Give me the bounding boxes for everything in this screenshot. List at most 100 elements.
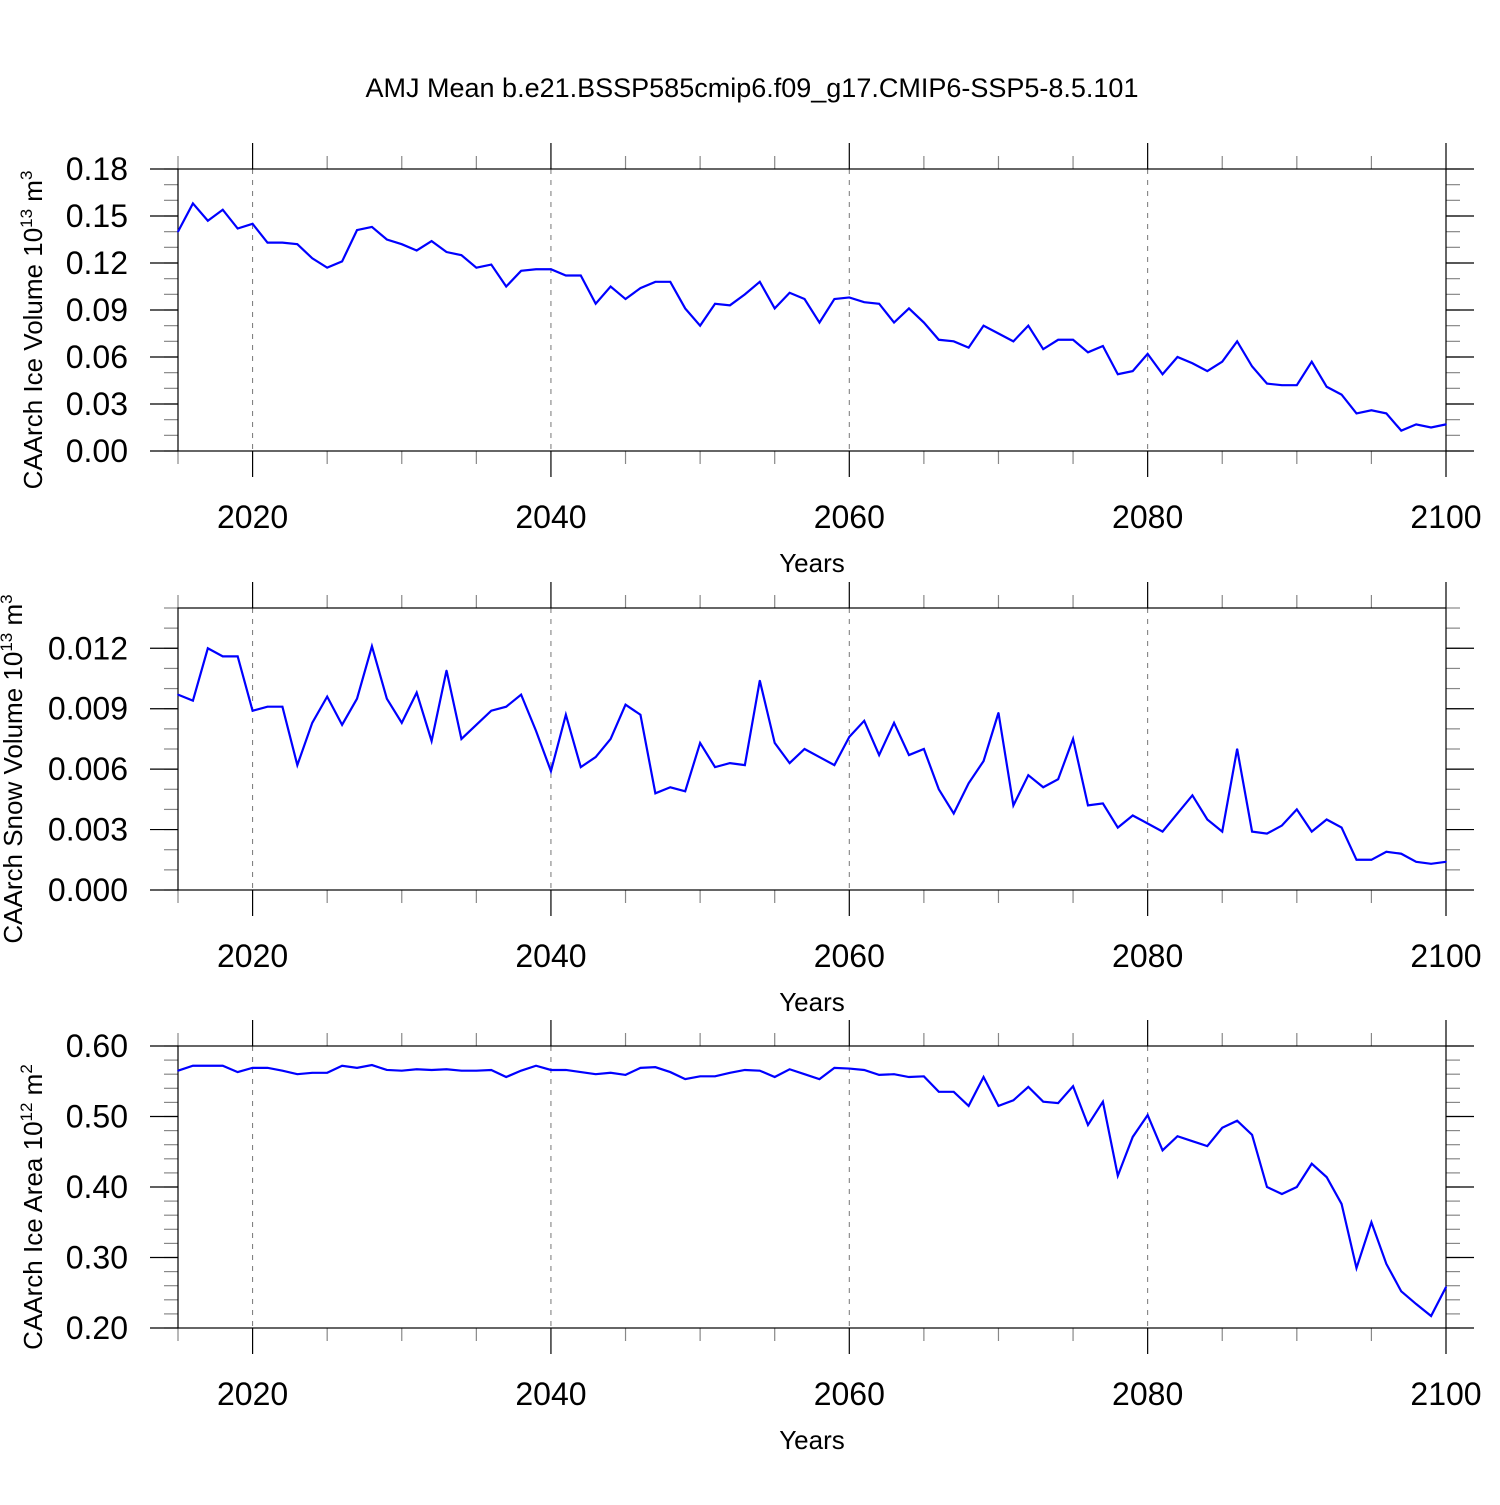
data-point-2100 xyxy=(1445,861,1447,863)
data-point-2060 xyxy=(848,736,851,738)
data-point-2063 xyxy=(893,1073,895,1075)
data-point-2096 xyxy=(1385,412,1388,415)
data-point-2034 xyxy=(460,738,463,740)
data-point-2078 xyxy=(1117,826,1119,829)
y-tick-label: 0.12 xyxy=(66,245,128,281)
data-point-2027 xyxy=(356,1067,358,1069)
data-point-2050 xyxy=(699,324,701,327)
data-point-2016 xyxy=(192,1064,194,1067)
data-point-2017 xyxy=(207,219,209,222)
y-axis-label-unit_exp: 3 xyxy=(0,594,16,603)
data-point-2045 xyxy=(624,1074,627,1076)
data-point-2027 xyxy=(356,697,358,700)
data-point-2037 xyxy=(505,705,507,708)
data-point-2043 xyxy=(594,1073,597,1075)
data-point-2021 xyxy=(266,705,269,708)
data-point-2047 xyxy=(654,792,657,795)
data-point-2023 xyxy=(296,764,299,766)
data-point-2018 xyxy=(221,1064,224,1067)
data-point-2017 xyxy=(207,1064,209,1067)
y-axis-label-unit_exp: 3 xyxy=(17,171,36,180)
data-point-2030 xyxy=(400,243,403,245)
data-point-2039 xyxy=(535,730,537,732)
data-point-2066 xyxy=(938,1091,940,1093)
data-point-2029 xyxy=(386,1069,388,1071)
chart-title: AMJ Mean b.e21.BSSP585cmip6.f09_g17.CMIP… xyxy=(366,73,1139,103)
data-point-2073 xyxy=(1042,1100,1045,1103)
data-point-2094 xyxy=(1355,858,1358,861)
y-tick-label: 0.006 xyxy=(48,751,128,787)
data-point-2015 xyxy=(177,693,179,696)
data-point-2021 xyxy=(266,1067,269,1069)
plot-frame xyxy=(177,607,1447,891)
data-point-2038 xyxy=(520,270,522,272)
data-point-2058 xyxy=(818,1078,821,1080)
data-point-2071 xyxy=(1012,1099,1015,1102)
data-point-2043 xyxy=(594,756,597,758)
x-tick-label: 2080 xyxy=(1112,938,1183,974)
data-point-2099 xyxy=(1430,1315,1432,1317)
data-point-2063 xyxy=(893,722,895,724)
data-point-2065 xyxy=(923,321,925,324)
data-point-2034 xyxy=(460,254,463,256)
data-point-2082 xyxy=(1176,356,1179,358)
data-point-2022 xyxy=(281,241,284,244)
y-tick-label: 0.00 xyxy=(66,433,128,469)
data-point-2074 xyxy=(1057,1102,1059,1104)
x-tick-label: 2040 xyxy=(515,499,586,535)
data-point-2026 xyxy=(341,1064,343,1067)
data-point-2092 xyxy=(1325,1176,1328,1178)
y-tick-label: 0.000 xyxy=(48,872,128,908)
data-point-2087 xyxy=(1251,830,1253,833)
data-point-2034 xyxy=(460,1069,463,1072)
data-point-2069 xyxy=(982,1076,985,1078)
data-point-2091 xyxy=(1310,360,1313,363)
data-point-2063 xyxy=(893,321,895,324)
data-point-2056 xyxy=(788,291,791,294)
data-point-2093 xyxy=(1340,393,1343,396)
data-point-2029 xyxy=(386,238,388,241)
x-tick-label: 2080 xyxy=(1112,1376,1183,1412)
data-point-2088 xyxy=(1266,1186,1268,1188)
data-point-2071 xyxy=(1012,804,1015,807)
data-point-2038 xyxy=(520,693,522,696)
data-point-2056 xyxy=(788,762,791,764)
y-tick-label: 0.20 xyxy=(66,1310,128,1346)
data-point-2085 xyxy=(1221,1126,1224,1129)
data-point-2044 xyxy=(609,738,612,740)
data-point-2099 xyxy=(1430,863,1432,865)
data-point-2023 xyxy=(296,1073,299,1075)
data-point-2033 xyxy=(445,1068,448,1071)
x-tick-label: 2060 xyxy=(814,938,885,974)
data-point-2077 xyxy=(1102,345,1104,347)
data-point-2044 xyxy=(609,285,612,288)
data-point-2087 xyxy=(1251,365,1253,368)
data-point-2092 xyxy=(1325,818,1328,821)
data-point-2053 xyxy=(744,293,746,296)
data-point-2083 xyxy=(1191,794,1194,797)
data-point-2090 xyxy=(1296,808,1298,811)
panel-3: 2020 2040 2060 2080 2100 0.20 0.30 0.40 0.50 0.60… xyxy=(17,1020,1482,1455)
data-point-2036 xyxy=(490,1069,493,1071)
y-axis-label: CAArch Ice Volume 1013 m3 xyxy=(17,171,48,490)
x-tick-label: 2040 xyxy=(515,1376,586,1412)
data-point-2020 xyxy=(251,223,254,225)
data-point-2094 xyxy=(1355,1267,1358,1269)
data-point-2065 xyxy=(923,748,925,750)
data-point-2016 xyxy=(192,202,194,205)
data-point-2067 xyxy=(952,1091,955,1093)
x-tick-label: 2020 xyxy=(217,938,288,974)
data-point-2075 xyxy=(1072,1085,1074,1087)
data-point-2035 xyxy=(475,724,478,726)
data-point-2076 xyxy=(1087,1124,1089,1126)
data-point-2083 xyxy=(1191,362,1194,365)
data-point-2047 xyxy=(654,281,657,283)
data-point-2028 xyxy=(371,226,373,228)
data-point-2030 xyxy=(400,1069,403,1072)
data-point-2081 xyxy=(1161,1149,1164,1152)
data-point-2084 xyxy=(1206,370,1209,372)
x-tick-label: 2100 xyxy=(1410,938,1481,974)
data-point-2075 xyxy=(1072,738,1074,740)
x-tick-label: 2040 xyxy=(515,938,586,974)
data-point-2047 xyxy=(654,1066,657,1068)
